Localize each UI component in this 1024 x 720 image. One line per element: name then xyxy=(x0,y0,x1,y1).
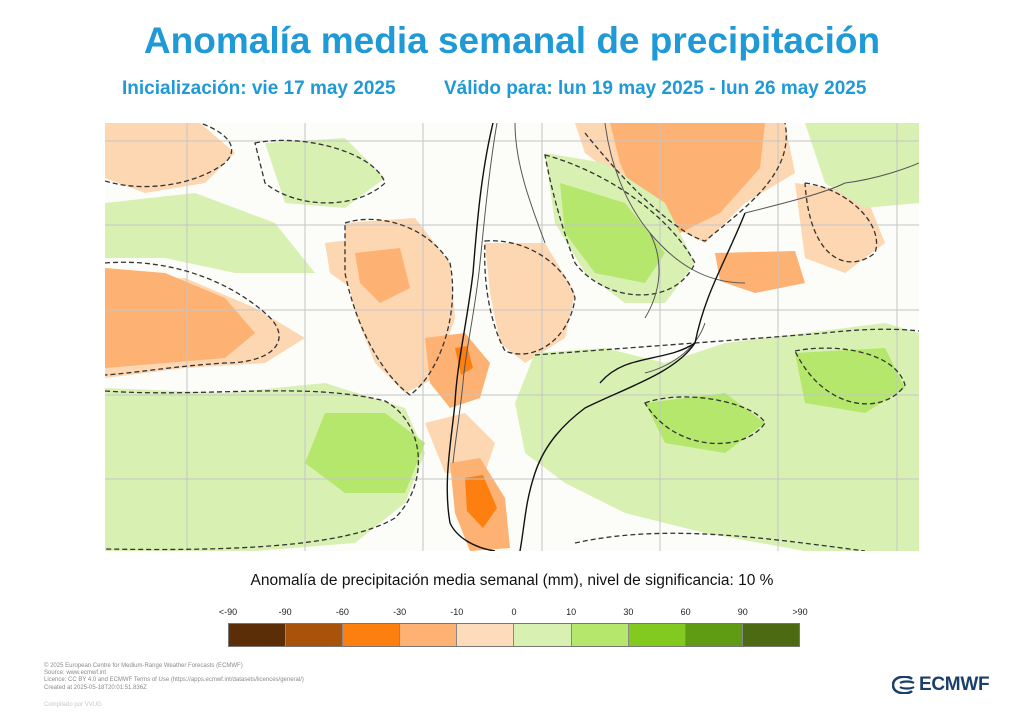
map-gridlines xyxy=(105,123,919,551)
initialization-date: Inicialización: vie 17 may 2025 xyxy=(122,78,396,99)
credit-line: Source: www.ecmwf.int xyxy=(44,670,107,677)
legend-swatch xyxy=(685,624,743,646)
credit-line: Created at 2025-05-18T20:01:51.836Z xyxy=(44,684,147,691)
legend-swatch xyxy=(229,624,287,646)
legend-swatch xyxy=(457,624,515,646)
legend-swatch xyxy=(343,624,401,646)
logo-text: ECMWF xyxy=(919,674,990,695)
legend-swatch xyxy=(571,624,629,646)
legend-tick-label: 30 xyxy=(623,607,634,617)
legend-title: Anomalía de precipitación media semanal … xyxy=(250,572,774,589)
legend-tick-label: 60 xyxy=(680,607,691,617)
credit-line: Licence: CC BY 4.0 and ECMWF Terms of Us… xyxy=(44,677,304,684)
legend-swatch xyxy=(514,624,572,646)
significance-contours xyxy=(105,123,919,551)
legend-swatch xyxy=(400,624,458,646)
country-borders xyxy=(452,123,919,464)
ecmwf-logo-icon xyxy=(892,676,915,694)
legend-tick-label: <-90 xyxy=(218,607,238,617)
credit-line: © 2025 European Centre for Medium-Range … xyxy=(44,663,243,669)
medium-positive-anomaly-areas xyxy=(305,183,905,493)
legend-swatch xyxy=(628,624,686,646)
legend-tick-label: >90 xyxy=(792,607,808,617)
credits: © 2025 European Centre for Medium-Range … xyxy=(44,663,304,692)
very-strong-negative-anomaly-areas xyxy=(455,346,497,528)
legend-swatch xyxy=(286,624,344,646)
legend-tick-label: -30 xyxy=(393,607,407,617)
legend-swatch xyxy=(742,624,799,646)
legend-tick-label: -90 xyxy=(278,607,292,617)
legend-tick-label: -60 xyxy=(335,607,349,617)
legend-color-bar xyxy=(228,623,800,647)
legend-tick-label: 90 xyxy=(737,607,748,617)
coastline xyxy=(446,123,746,551)
legend-tick-label: 0 xyxy=(511,607,517,617)
legend-tick-labels: <-90 -90 -60 -30 -10 0 10 30 60 90 >90 xyxy=(219,607,808,619)
ecmwf-logo: ECMWF xyxy=(892,674,990,695)
valid-period: Válido para: lun 19 may 2025 - lun 26 ma… xyxy=(444,78,867,99)
anomaly-map xyxy=(105,123,919,551)
page-title: Anomalía media semanal de precipitación xyxy=(143,20,881,61)
compiled-by: Compilado por VVUG xyxy=(44,702,102,708)
legend-tick-label: 10 xyxy=(566,607,577,617)
legend-tick-label: -10 xyxy=(450,607,464,617)
